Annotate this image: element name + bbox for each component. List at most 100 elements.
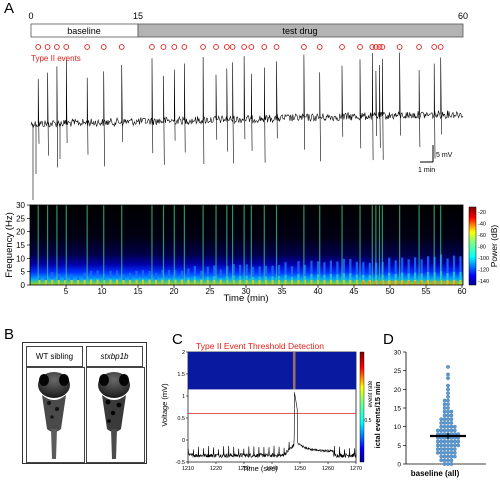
spectrogram-streak — [394, 260, 397, 285]
ictal-data-point — [446, 413, 450, 418]
ictal-data-point — [449, 443, 454, 448]
ictal-data-point — [439, 443, 444, 448]
spectrogram-xlabel: Time (min) — [223, 293, 268, 304]
event-marker — [273, 44, 280, 50]
voltage-y-tick-label: 0 — [182, 438, 185, 444]
spectrogram-event-streak — [440, 205, 442, 285]
event-marker — [149, 44, 155, 50]
spectrogram-streak — [388, 280, 391, 285]
spectrogram-streak — [414, 257, 417, 285]
spectrogram-streak — [394, 273, 397, 285]
spectrogram-streak — [407, 259, 410, 285]
time-xlabel: Time (sec) — [242, 464, 278, 473]
spectrogram-event-streak — [215, 205, 217, 285]
ictal-y-tick-label: 10 — [394, 424, 402, 431]
event-marker — [301, 44, 307, 50]
spectrogram-streak — [446, 258, 449, 285]
stxbp1b-label: stxbp1b — [100, 352, 129, 361]
event-marker — [213, 44, 219, 50]
event-marker — [160, 44, 167, 50]
ictal-data-point — [449, 417, 454, 422]
spectrogram-hot-streak — [396, 281, 399, 285]
ictal-y-tick-label: 25 — [394, 368, 402, 375]
test-drug-label: test drug — [282, 26, 317, 36]
voltage-y-tick-label: 2 — [182, 350, 185, 356]
ictal-data-point — [439, 428, 444, 433]
ictal-data-point — [439, 421, 444, 425]
event-marker — [339, 44, 345, 50]
spectrogram-streak — [128, 272, 132, 285]
spectrogram-streak — [83, 280, 86, 285]
ictal-data-point — [435, 447, 440, 451]
event-marker — [35, 44, 42, 50]
spectrogram-streak — [161, 269, 164, 285]
ictal-data-point — [446, 458, 450, 463]
spectrogram-streak — [388, 257, 391, 285]
spectrogram-hot-streak — [379, 281, 382, 285]
spectrogram-streak — [446, 280, 449, 285]
spectrogram-streak — [245, 264, 248, 285]
ictal-data-point — [452, 454, 457, 459]
spectrogram-streak — [180, 280, 183, 285]
spectrogram-streak — [122, 280, 125, 285]
ictal-data-point — [449, 458, 454, 463]
ictal-data-point — [452, 424, 457, 429]
spectrogram-streak — [355, 280, 358, 285]
voltage-trace — [187, 392, 357, 459]
ictal-data-point — [449, 413, 454, 418]
event-marker — [376, 44, 383, 50]
spectrogram-streak — [96, 280, 99, 285]
spectrogram-streak — [193, 280, 196, 285]
spectrogram-y-tick-label: 30 — [16, 201, 25, 210]
spectrogram-streak — [342, 258, 345, 285]
spectrogram-streak — [77, 280, 80, 285]
event-marker — [84, 44, 91, 50]
power-colorbar-ticks: -20 -40 -60 -80 -100 -120 -140 — [478, 210, 489, 285]
spectrogram-streak — [213, 280, 216, 285]
spectrogram-streak — [265, 280, 268, 285]
spectrogram-hot-streak — [367, 281, 370, 285]
ictal-data-point — [452, 439, 457, 444]
spectrogram-streak — [271, 280, 274, 285]
ictal-y-tick-label: 15 — [394, 406, 402, 413]
spectrogram-y-tick-label: 0 — [21, 281, 26, 290]
spectrogram-streak — [452, 271, 456, 285]
spectrogram-streak — [401, 280, 404, 285]
spectrogram-streak — [459, 256, 462, 285]
voltage-y-tick-label: 1 — [182, 394, 185, 400]
ictal-data-point — [446, 409, 450, 414]
ictal-data-point — [446, 365, 450, 369]
spectrogram-streak — [174, 270, 177, 285]
spectrogram-event-streak — [375, 205, 377, 285]
spectrogram-streak — [303, 264, 307, 285]
spectrogram-streak — [128, 280, 132, 285]
spectrogram-streak — [219, 269, 222, 285]
event-rate-peak — [293, 352, 296, 390]
spectrogram-streak — [258, 266, 261, 285]
spectrogram-hot-streak — [442, 281, 445, 285]
larva-images — [38, 372, 130, 459]
time-x-tick-label: 1230 — [238, 466, 250, 472]
spectrogram-streaks — [37, 205, 462, 285]
spectrogram-streak — [427, 272, 430, 285]
spectrogram-x-tick-label: 45 — [350, 287, 359, 296]
ictal-y-tick-label: 0 — [397, 462, 401, 469]
spectrogram-streak — [239, 280, 242, 285]
spectrogram-streak — [90, 280, 93, 285]
spectrogram-event-streak — [250, 205, 252, 285]
power-colorbar-tick-label: -40 — [478, 222, 486, 228]
spectrogram-x-tick-label: 55 — [422, 287, 431, 296]
spectrogram-streak — [154, 272, 158, 285]
ictal-data-point — [456, 443, 461, 448]
ictal-data-point — [442, 413, 447, 418]
spectrogram-event-streak — [275, 205, 278, 285]
spectrogram-x-tick-label: 15 — [134, 287, 143, 296]
spectrogram-streak — [355, 261, 358, 285]
ictal-data-point — [446, 394, 450, 399]
spectrogram-streak — [310, 260, 313, 285]
ictal-data-point — [452, 443, 457, 448]
panel-letter-a: A — [4, 0, 15, 17]
ictal-events-plot: 0 5 10 15 20 25 30 — [394, 350, 486, 469]
spectrogram-streak — [245, 280, 248, 285]
ictal-data-point — [439, 447, 444, 451]
